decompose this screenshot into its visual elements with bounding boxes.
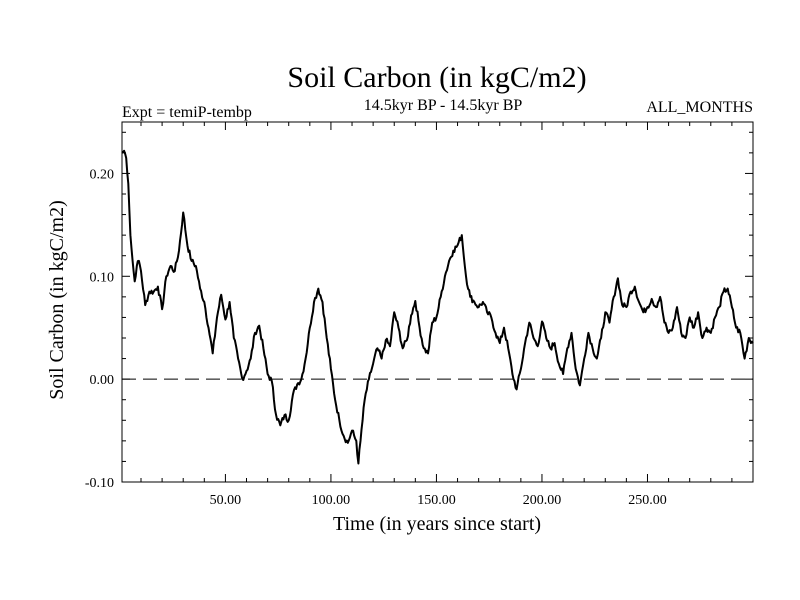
y-axis-label: Soil Carbon (in kgC/m2) bbox=[46, 200, 68, 399]
x-tick-label: 200.00 bbox=[523, 493, 562, 508]
x-tick-label: 250.00 bbox=[628, 493, 667, 508]
y-tick-label: 0.10 bbox=[90, 270, 115, 285]
subtitle-expt: Expt = temiP-tembp bbox=[122, 104, 252, 121]
plot-frame bbox=[121, 121, 754, 483]
subtitle-period: 14.5kyr BP - 14.5kyr BP bbox=[364, 97, 523, 114]
x-tick-label: 100.00 bbox=[312, 493, 351, 508]
soil-carbon-series-line bbox=[121, 149, 754, 465]
y-tick-label: 0.00 bbox=[90, 373, 115, 388]
x-tick-label: 50.00 bbox=[210, 493, 242, 508]
y-tick-label: 0.20 bbox=[90, 167, 115, 182]
subtitle-months: ALL_MONTHS bbox=[646, 99, 753, 116]
plot-axes: 50.00 100.00 150.00 200.00 250.00 -0.10 0.00 0.… bbox=[85, 122, 754, 508]
x-axis-label: Time (in years since start) bbox=[333, 513, 541, 535]
chart-title: Soil Carbon (in kgC/m2) bbox=[287, 61, 586, 94]
y-tick-label: -0.10 bbox=[85, 476, 114, 491]
x-tick-label: 150.00 bbox=[417, 493, 456, 508]
